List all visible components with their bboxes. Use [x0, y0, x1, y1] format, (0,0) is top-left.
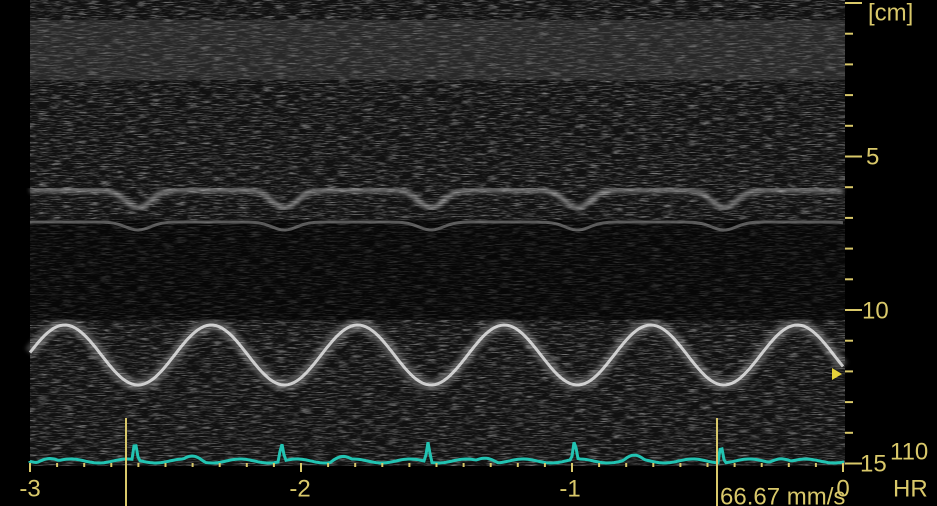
- septum: [30, 188, 844, 211]
- ecg-trace: [28, 441, 845, 465]
- near-field-band: [30, 20, 845, 80]
- depth-unit: [cm]: [868, 0, 913, 26]
- hr-label: HR: [893, 475, 928, 502]
- depth-tick-label: 10: [862, 297, 889, 324]
- septum-echo: [29, 220, 844, 232]
- wall-echoes: [25, 188, 848, 392]
- time-tick-label: -3: [19, 475, 40, 502]
- cavity: [30, 220, 845, 320]
- focus-marker: [832, 368, 842, 380]
- hr-value: 110: [890, 438, 928, 465]
- posterior-wall: [28, 323, 845, 387]
- time-tick-label: -1: [559, 475, 580, 502]
- depth-tick-label: 5: [866, 143, 879, 170]
- time-tick-label: 0: [836, 475, 849, 502]
- time-scale: [29, 463, 844, 472]
- sweep-speed: 66.67 mm/s: [720, 483, 845, 506]
- depth-scale: [845, 2, 862, 465]
- echo-image: [25, 0, 848, 466]
- time-tick-label: -2: [289, 475, 310, 502]
- depth-tick-label: 15: [860, 450, 887, 477]
